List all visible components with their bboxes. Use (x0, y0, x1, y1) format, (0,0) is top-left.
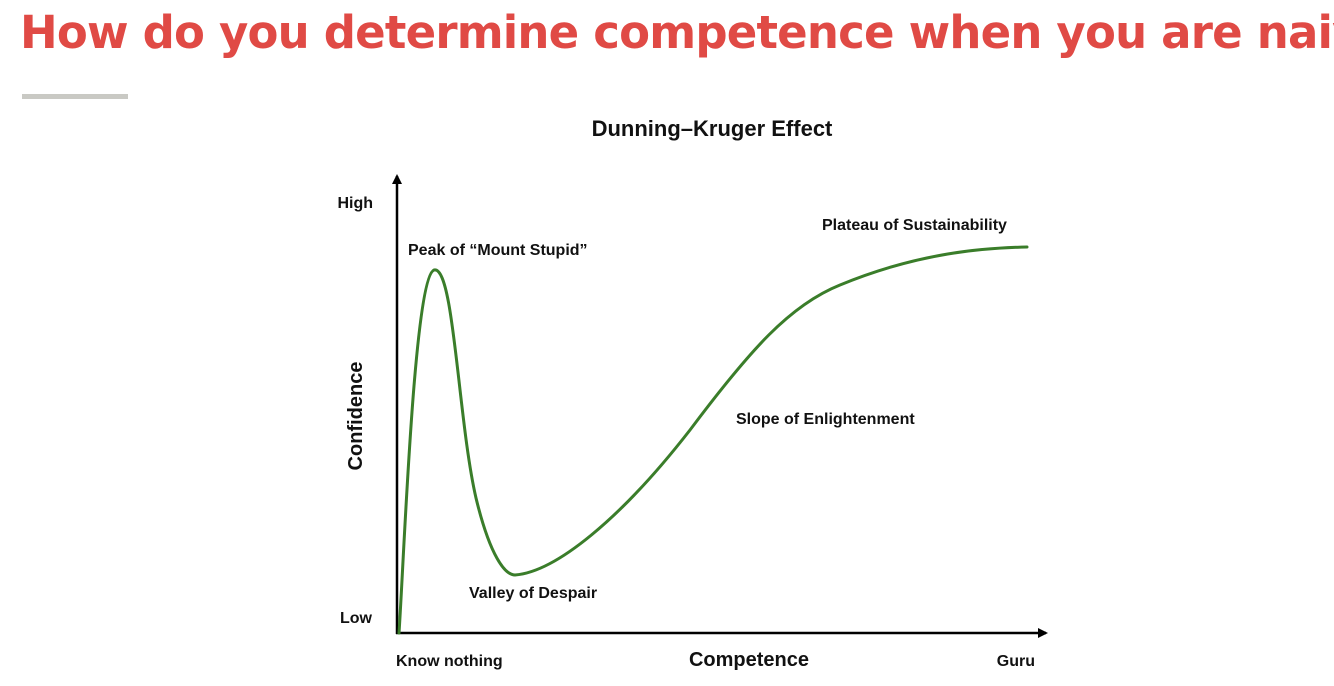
x-axis-title: Competence (689, 649, 809, 671)
x-axis-start-label: Know nothing (396, 653, 503, 670)
confidence-curve (397, 245, 1029, 635)
stage-label-slope: Slope of Enlightenment (736, 411, 915, 428)
y-axis-title: Confidence (345, 362, 367, 471)
stage-label-valley: Valley of Despair (469, 585, 597, 602)
title-underline (22, 94, 128, 99)
diagram-title: Dunning–Kruger Effect (592, 116, 833, 141)
x-axis-end-label: Guru (997, 653, 1035, 670)
stage-label-plateau: Plateau of Sustainability (822, 217, 1007, 234)
y-axis-low-label: Low (340, 610, 373, 627)
page-title: How do you determine competence when you… (20, 6, 1334, 59)
y-axis-high-label: High (337, 195, 373, 212)
stage-label-peak: Peak of “Mount Stupid” (408, 242, 588, 259)
